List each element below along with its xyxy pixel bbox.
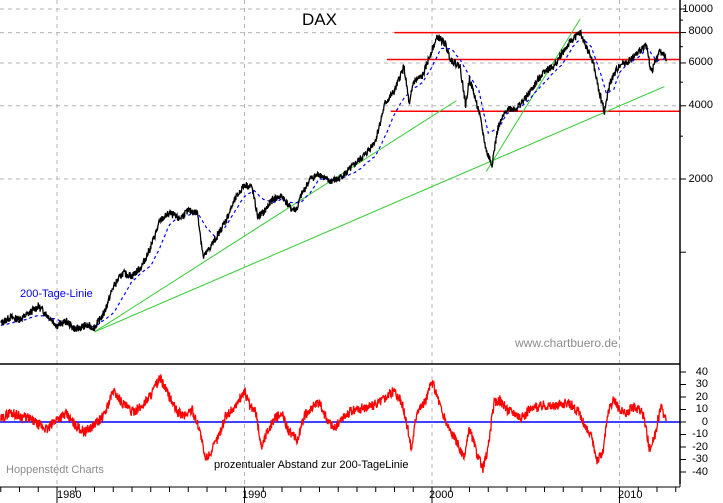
osc-tick-label-30: 30 — [695, 378, 708, 390]
oscillator-line — [0, 373, 668, 473]
y-tick-label-8000: 8000 — [688, 25, 713, 37]
y-tick-label-2000: 2000 — [688, 173, 713, 185]
trendline — [485, 18, 581, 172]
data-source-label: Hoppenstedt Charts — [6, 464, 104, 476]
legend-moving-average: 200-Tage-Linie — [20, 288, 93, 300]
moving-average-line — [0, 37, 667, 329]
axes — [0, 0, 686, 503]
oscillator-panel — [0, 373, 680, 473]
x-tick-label-1990: 1990 — [242, 489, 267, 501]
osc-tick-label-m30: -30 — [692, 453, 708, 465]
osc-tick-label-10: 10 — [695, 403, 708, 415]
osc-tick-label-m20: -20 — [692, 441, 708, 453]
y-tick-label-6000: 6000 — [688, 56, 713, 68]
osc-tick-label-m40: -40 — [692, 466, 708, 478]
watermark: www.chartbuero.de — [515, 336, 618, 350]
trendline — [94, 100, 457, 333]
y-tick-label-10000: 10000 — [682, 3, 713, 15]
osc-tick-label-40: 40 — [695, 366, 708, 378]
price-line — [0, 28, 668, 333]
x-tick-label-2000: 2000 — [429, 489, 454, 501]
osc-tick-label-m10: -10 — [692, 428, 708, 440]
chart-title: DAX — [302, 10, 337, 29]
grid-lines — [0, 0, 680, 484]
osc-tick-label-0: 0 — [701, 416, 708, 428]
x-tick-label-2010: 2010 — [618, 489, 643, 501]
oscillator-title: prozentualer Abstand zur 200-TageLinie — [214, 459, 409, 471]
trendline — [94, 86, 665, 333]
y-tick-label-4000: 4000 — [688, 99, 713, 111]
main-price-panel — [0, 18, 680, 333]
x-tick-label-1980: 1980 — [57, 489, 82, 501]
osc-tick-label-20: 20 — [695, 391, 708, 403]
